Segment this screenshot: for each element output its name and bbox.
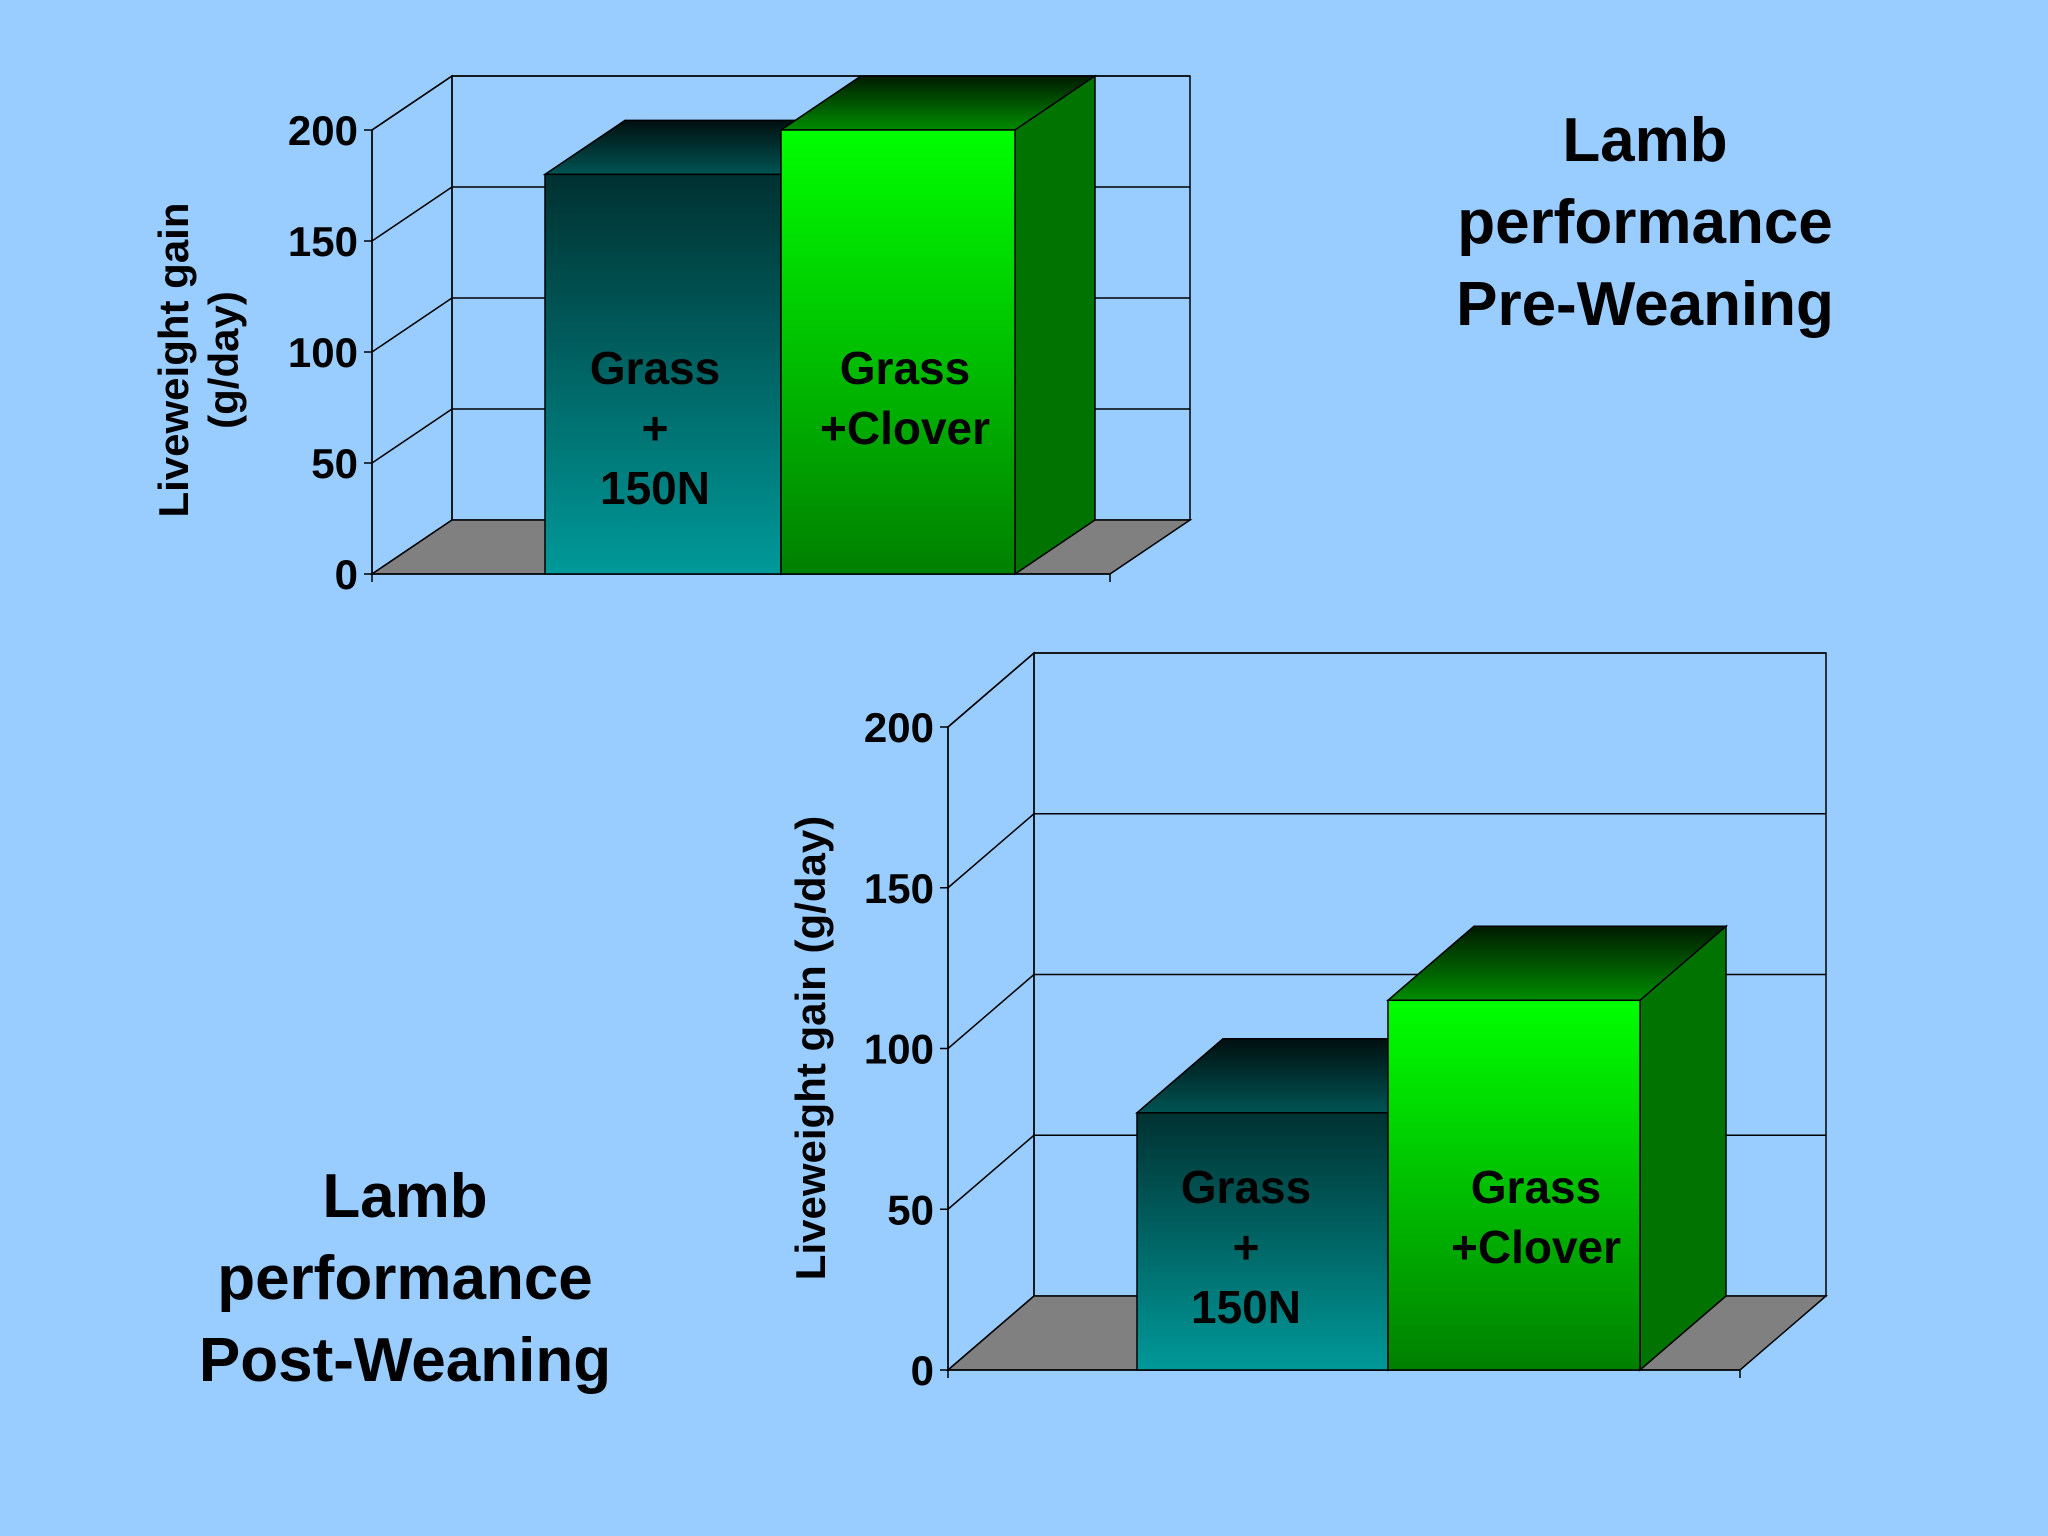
title-line: performance	[217, 1244, 593, 1313]
title-line: Lamb	[1562, 106, 1728, 175]
bar-front	[1136, 1112, 1389, 1371]
gridline-side	[947, 813, 1035, 889]
y-tick-label: 200	[864, 704, 934, 751]
y-tick-label: 150	[864, 865, 934, 912]
bar-front	[780, 129, 1016, 575]
y-tick-label: 0	[335, 551, 358, 598]
category-label: 150N	[600, 462, 710, 514]
y-tick-label: 100	[864, 1026, 934, 1073]
title-line: Lamb	[322, 1162, 488, 1231]
y-axis-title: Liveweight gain (g/day)	[787, 816, 834, 1280]
category-label: +Clover	[1451, 1221, 1621, 1273]
category-label: 150N	[1191, 1281, 1301, 1333]
y-tick-label: 50	[311, 440, 358, 487]
chart-title-post-weaning: Lamb performance Post-Weaning	[120, 1156, 690, 1402]
y-tick-label: 150	[288, 218, 358, 265]
category-label: Grass	[840, 342, 970, 394]
category-label: +	[1233, 1221, 1260, 1273]
gridline-side	[371, 408, 453, 464]
y-tick-label: 200	[288, 107, 358, 154]
gridline-side	[947, 1134, 1035, 1210]
chart-title-pre-weaning: Lamb performance Pre-Weaning	[1360, 100, 1930, 346]
y-tick-label: 50	[887, 1186, 934, 1233]
title-line: performance	[1457, 188, 1833, 257]
gridline-side	[371, 75, 453, 131]
bar-front	[544, 173, 782, 575]
bar-side	[1639, 924, 1727, 1372]
y-tick-label: 100	[288, 329, 358, 376]
gridline-side	[947, 652, 1035, 728]
gridline-side	[371, 297, 453, 353]
gridline-side	[947, 973, 1035, 1050]
y-tick-label: 0	[911, 1347, 934, 1394]
category-label: Grass	[1471, 1161, 1601, 1213]
y-axis-title: (g/day)	[200, 291, 247, 429]
category-label: Grass	[590, 342, 720, 394]
gridline-side	[371, 186, 453, 242]
title-line: Post-Weaning	[198, 1326, 612, 1395]
title-line: Pre-Weaning	[1456, 270, 1834, 339]
category-label: +	[642, 402, 669, 454]
y-axis-title: Liveweight gain	[150, 202, 197, 517]
bar-front	[1387, 999, 1641, 1371]
category-label: Grass	[1181, 1161, 1311, 1213]
category-label: +Clover	[820, 402, 990, 454]
